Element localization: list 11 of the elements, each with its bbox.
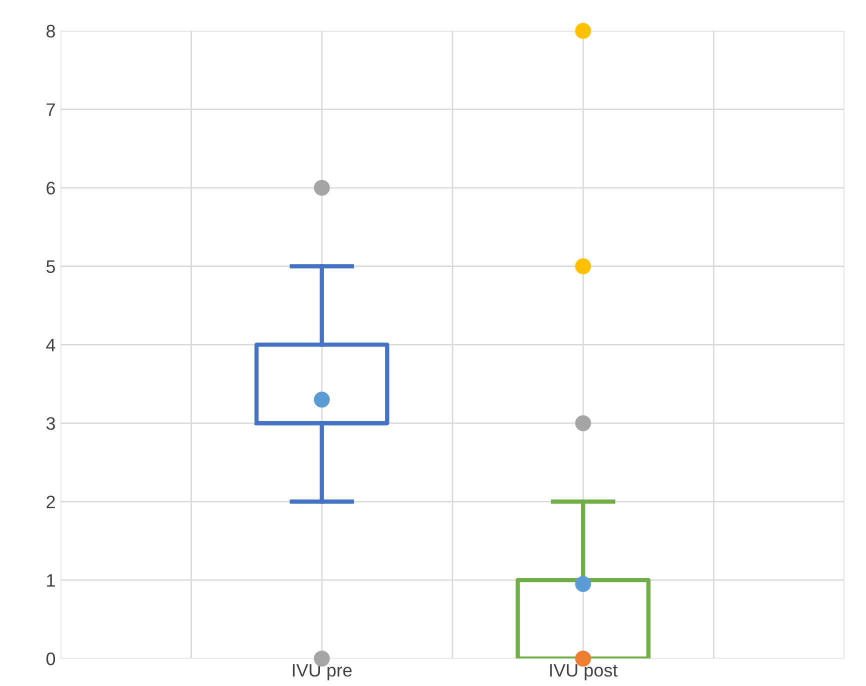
x-tick-label: IVU post: [550, 664, 618, 680]
y-tick-label: 0: [46, 652, 56, 666]
y-tick-label: 8: [46, 24, 55, 38]
y-tick-label: 5: [46, 260, 56, 273]
y-tick-label: 2: [46, 496, 55, 508]
y-tick-label: 6: [46, 182, 55, 195]
y-tick-label: 1: [47, 574, 55, 587]
x-tick-label: IVU pre: [292, 664, 352, 680]
y-tick-label: 7: [46, 103, 55, 116]
y-tick-label: 3: [46, 417, 55, 430]
y-tick-label: 4: [46, 338, 56, 352]
